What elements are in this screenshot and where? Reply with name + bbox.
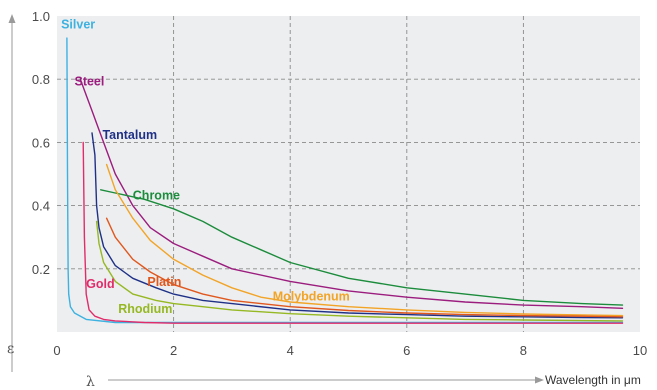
series-lines <box>66 37 624 324</box>
series-label-platin: Platin <box>147 275 181 289</box>
y-axis-arrowhead <box>8 14 16 23</box>
x-tick-label: 6 <box>403 343 410 358</box>
series-label-silver: Silver <box>61 18 95 32</box>
grid <box>57 16 640 332</box>
x-tick-label: 2 <box>170 343 177 358</box>
series-label-gold: Gold <box>86 277 114 291</box>
x-tick-label: 0 <box>53 343 60 358</box>
tick-labels: 0 2 4 6 8 10 0.2 0.4 0.6 0.8 1.0 <box>32 9 647 358</box>
series-line-steel <box>79 78 624 309</box>
plot-area <box>57 16 640 332</box>
series-label-tantalum: Tantalum <box>102 128 157 142</box>
series-line-rhodium <box>95 220 624 322</box>
series-label-chrome: Chrome <box>133 188 180 202</box>
y-tick-label: 0.4 <box>32 199 50 214</box>
series-line-molybdenum <box>105 163 624 317</box>
x-axis-label: Wavelength in μm <box>545 373 641 387</box>
series-label-molybdenum: Molybdenum <box>273 289 350 303</box>
x-tick-label: 8 <box>520 343 527 358</box>
series-line-tantalum <box>91 132 624 319</box>
y-tick-label: 0.2 <box>32 262 50 277</box>
x-tick-label: 10 <box>633 343 647 358</box>
x-tick-label: 4 <box>287 343 294 358</box>
series-label-rhodium: Rhodium <box>118 302 172 316</box>
series-label-steel: Steel <box>74 75 104 89</box>
series-line-chrome <box>100 189 624 306</box>
x-axis-symbol: λ <box>86 374 95 390</box>
axes: ε λ Wavelength in μm <box>7 14 641 390</box>
y-tick-label: 1.0 <box>32 9 50 24</box>
x-axis-arrowhead <box>535 376 544 384</box>
y-axis-label: ε <box>7 341 14 357</box>
series-labels: Silver Steel Tantalum Chrome Molybdenum Plati… <box>61 18 350 316</box>
y-tick-label: 0.8 <box>32 72 50 87</box>
y-tick-label: 0.6 <box>32 135 50 150</box>
series-line-platin <box>105 217 624 318</box>
series-line-gold <box>82 141 624 324</box>
